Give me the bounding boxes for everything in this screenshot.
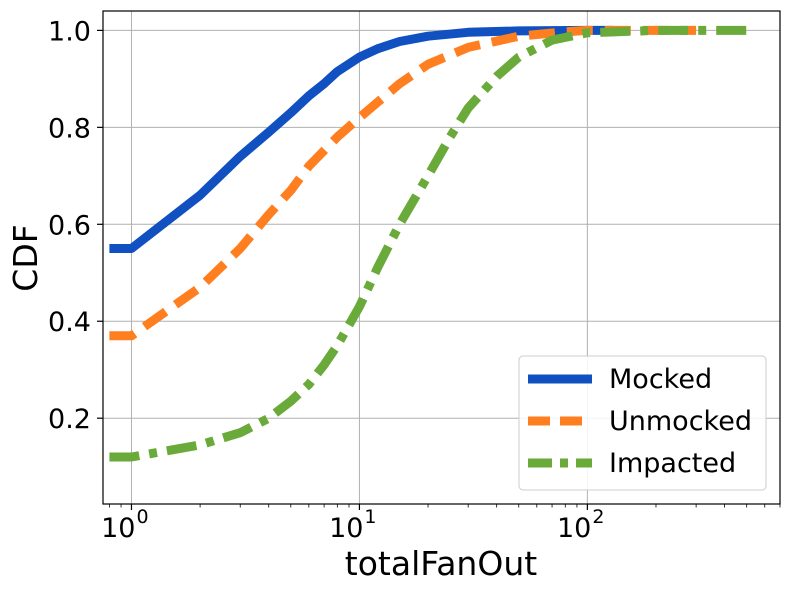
y-axis-label: CDF	[6, 224, 45, 291]
x-tick-exponent: 1	[364, 506, 376, 528]
y-tick-label: 0.4	[48, 307, 91, 338]
y-axis-ticks: 0.2 0.4 0.6 0.8 1.0	[48, 16, 103, 435]
y-tick-label: 1.0	[48, 16, 91, 47]
legend-label-mocked: Mocked	[609, 364, 712, 395]
x-tick-label: 10	[329, 513, 363, 544]
series-line-impacted	[109, 25, 747, 462]
plot-lines	[109, 25, 747, 462]
series-line-unmocked	[109, 25, 697, 341]
x-tick-exponent: 0	[136, 506, 148, 528]
x-tick-exponent: 2	[592, 506, 604, 528]
grid-lines	[103, 11, 780, 504]
plot-frame	[102, 10, 781, 505]
legend-label-impacted: Impacted	[609, 448, 736, 479]
legend-label-unmocked: Unmocked	[609, 406, 752, 437]
y-tick-label: 0.2	[48, 404, 91, 435]
x-axis-label: totalFanOut	[345, 544, 537, 583]
y-tick-label: 0.6	[48, 210, 91, 241]
x-tick-label: 10	[101, 513, 135, 544]
legend: Mocked Unmocked Impacted	[518, 355, 767, 491]
series-line-mocked	[109, 25, 614, 253]
legend-box	[518, 355, 767, 491]
x-axis-ticks: 10 0 10 1 10 2	[101, 504, 781, 544]
y-tick-label: 0.8	[48, 113, 91, 144]
x-tick-label: 10	[557, 513, 591, 544]
